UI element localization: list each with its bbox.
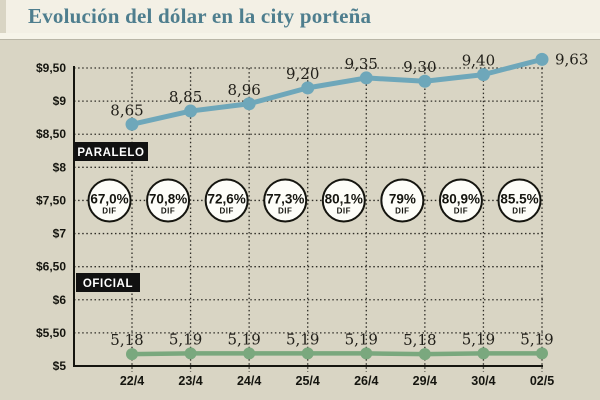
oficial-point xyxy=(301,347,314,360)
dif-circle xyxy=(438,178,483,223)
oficial-value-label: 5,19 xyxy=(520,330,553,348)
oficial-value-label: 5,19 xyxy=(462,330,495,348)
x-tick-label: 23/4 xyxy=(178,374,202,388)
paralelo-value-label: 9,63 xyxy=(555,50,588,68)
y-tick-label: $5,50 xyxy=(36,326,66,340)
oficial-point xyxy=(126,348,138,361)
paralelo-value-label: 9,40 xyxy=(462,52,495,70)
dif-percentage: 67,0% xyxy=(90,191,128,206)
oficial-line xyxy=(129,351,545,357)
x-tick-label: 24/4 xyxy=(237,374,261,388)
y-tick-label: $6,50 xyxy=(36,260,66,274)
dif-percentage: 80,9% xyxy=(442,191,480,206)
dif-circle xyxy=(87,178,132,223)
x-tick-label: 30/4 xyxy=(471,374,495,388)
dif-circle xyxy=(497,178,542,223)
oficial-point xyxy=(360,347,373,360)
dif-circle xyxy=(321,178,366,223)
paralelo-value-label: 9,35 xyxy=(345,55,378,73)
dif-label: DIF xyxy=(454,206,468,215)
y-tick-label: $9,50 xyxy=(36,61,66,75)
paralelo-point xyxy=(242,97,256,111)
y-tick-label: $8,50 xyxy=(36,127,66,141)
oficial-point xyxy=(477,347,490,360)
dif-circle xyxy=(146,178,191,223)
oficial-point xyxy=(536,347,548,360)
dif-label: DIF xyxy=(219,206,233,215)
y-tick-label: $7 xyxy=(53,227,67,241)
paralelo-line xyxy=(129,56,545,127)
dif-label: DIF xyxy=(337,206,351,215)
x-tick-label: 22/4 xyxy=(120,374,144,388)
paralelo-value-label: 8,85 xyxy=(169,88,202,106)
paralelo-tag-box xyxy=(74,142,148,161)
y-tick-label: $7,50 xyxy=(36,193,66,207)
oficial-point xyxy=(184,347,197,360)
dif-percentage: 70,8% xyxy=(149,191,187,206)
paralelo-point xyxy=(535,52,549,66)
dif-label: DIF xyxy=(278,206,292,215)
paralelo-point xyxy=(359,71,373,85)
title-band: Evolución del dólar en la city porteña xyxy=(6,0,600,33)
y-tick-label: $6 xyxy=(53,293,67,307)
paralelo-point xyxy=(184,104,198,118)
page-title: Evolución del dólar en la city porteña xyxy=(28,4,372,28)
title-separator xyxy=(0,33,600,40)
oficial-value-label: 5,18 xyxy=(110,331,143,349)
oficial-tag-label: OFICIAL xyxy=(83,278,133,290)
paralelo-point xyxy=(301,81,315,95)
dif-percentage: 80,1% xyxy=(325,191,363,206)
oficial-point xyxy=(418,348,431,361)
x-tick-label: 29/4 xyxy=(413,374,437,388)
paralelo-point xyxy=(476,68,490,82)
dif-circle xyxy=(380,178,425,223)
dif-percentage: 77,3% xyxy=(266,191,304,206)
paralelo-point xyxy=(418,74,432,88)
paralelo-point xyxy=(125,117,139,131)
oficial-value-label: 5,19 xyxy=(227,330,260,348)
paralelo-value-label: 9,20 xyxy=(286,65,319,83)
x-tick-label: 26/4 xyxy=(354,374,378,388)
paralelo-value-label: 8,96 xyxy=(227,81,260,99)
dif-label: DIF xyxy=(102,206,116,215)
dif-percentage: 72,6% xyxy=(208,191,246,206)
oficial-tag-box xyxy=(76,273,140,292)
dif-label: DIF xyxy=(395,206,409,215)
paralelo-value-label: 9,30 xyxy=(403,58,436,76)
oficial-value-label: 5,19 xyxy=(286,330,319,348)
x-tick-label: 25/4 xyxy=(296,374,320,388)
dif-label: DIF xyxy=(512,206,526,215)
y-tick-label: $5 xyxy=(53,359,67,373)
oficial-value-label: 5,18 xyxy=(403,331,436,349)
oficial-value-label: 5,19 xyxy=(169,330,202,348)
paralelo-value-label: 8,65 xyxy=(110,101,143,119)
dif-circle xyxy=(204,178,249,223)
y-tick-label: $8 xyxy=(53,160,67,174)
dif-percentage: 79% xyxy=(389,191,416,206)
paralelo-tag-label: PARALELO xyxy=(77,147,144,159)
x-tick-label: 02/5 xyxy=(530,374,554,388)
oficial-value-label: 5,19 xyxy=(345,330,378,348)
dif-label: DIF xyxy=(161,206,175,215)
dif-circle xyxy=(263,178,308,223)
y-tick-label: $9 xyxy=(53,94,67,108)
dif-percentage: 85.5% xyxy=(500,191,538,206)
oficial-point xyxy=(243,347,256,360)
